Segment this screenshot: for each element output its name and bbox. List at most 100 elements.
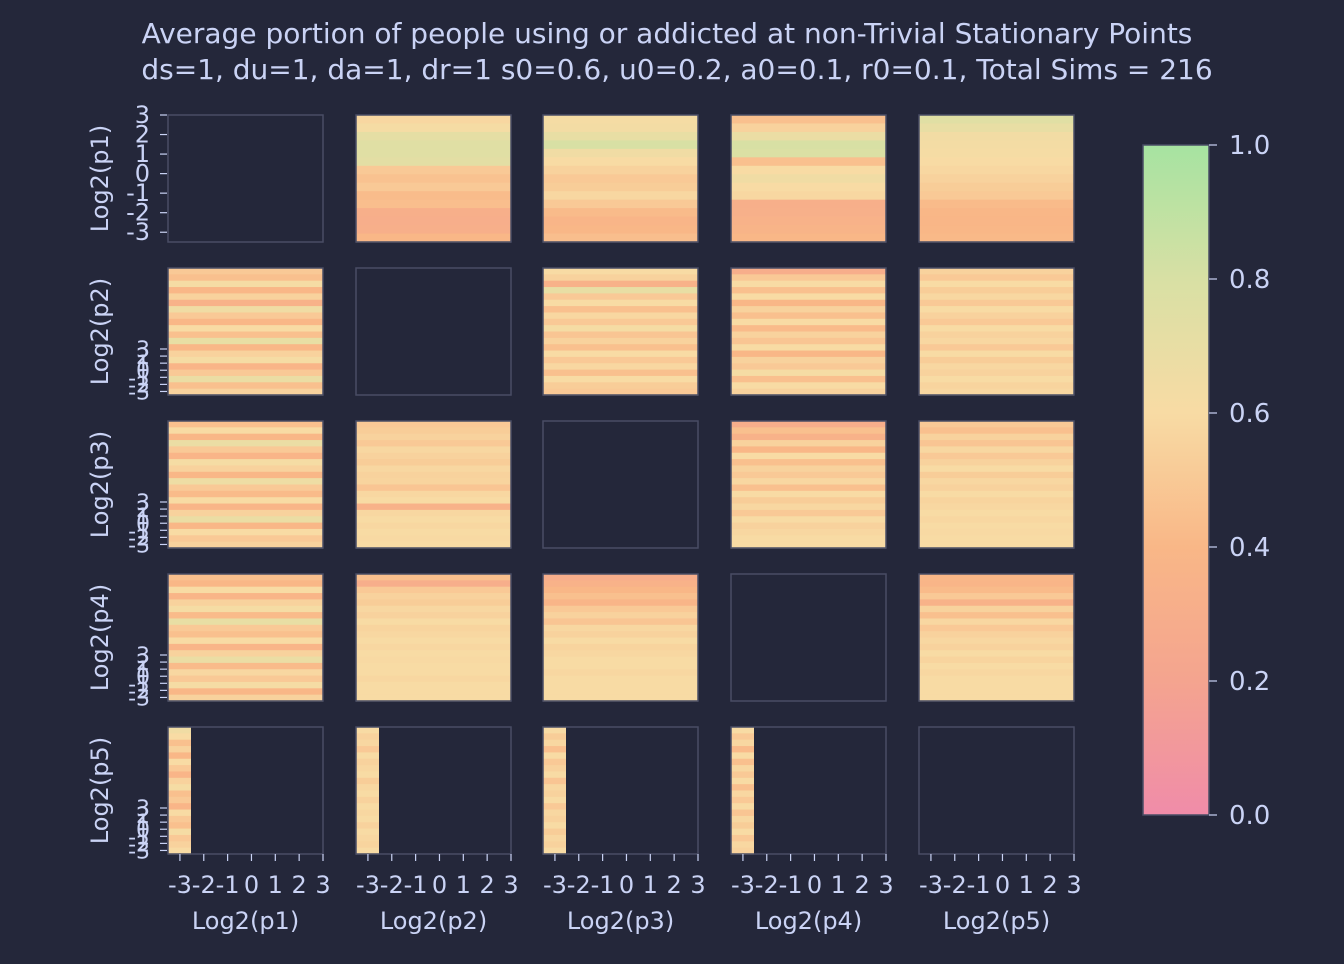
- heatmap-cell: [919, 656, 1074, 664]
- panel-border: [542, 726, 699, 855]
- row-label-1: Log2(p1): [86, 125, 114, 232]
- heatmap-cell: [168, 331, 323, 339]
- heatmap-cell: [731, 822, 754, 830]
- heatmap-cell: [543, 356, 698, 364]
- x-tick-label: -3: [168, 871, 192, 899]
- y-tick-label: 0: [136, 512, 150, 537]
- y-tick-label: 1: [135, 140, 150, 168]
- heatmap-cell: [168, 675, 323, 683]
- heatmap-cell: [168, 356, 323, 364]
- heatmap-cell: [919, 669, 1074, 677]
- heatmap-cell: [731, 115, 886, 125]
- heatmap-cell: [543, 299, 698, 307]
- heatmap-cell: [168, 318, 323, 326]
- panel-border: [730, 267, 887, 396]
- panel-border: [918, 114, 1075, 243]
- heatmap-cell: [543, 612, 698, 620]
- heatmap-cell: [356, 784, 379, 792]
- panel-r4-c5: [918, 573, 1075, 702]
- heatmap-cell: [919, 199, 1074, 209]
- heatmap-cell: [356, 605, 511, 613]
- heatmap-cell: [543, 631, 698, 639]
- heatmap-cell: [731, 363, 886, 371]
- heatmap-cell: [919, 208, 1074, 218]
- heatmap-cell: [731, 733, 754, 741]
- heatmap-cell: [356, 809, 379, 817]
- chart-subtitle: ds=1, du=1, da=1, dr=1 s0=0.6, u0=0.2, a…: [141, 53, 1212, 86]
- heatmap-cell: [731, 306, 886, 314]
- heatmap-cell: [919, 593, 1074, 600]
- heatmap-cell: [731, 293, 886, 301]
- heatmap-cell: [356, 484, 511, 492]
- panel-border: [918, 420, 1075, 549]
- heatmap-cell: [731, 841, 754, 849]
- colorbar-tick-label: 0.8: [1229, 265, 1270, 295]
- heatmap-cell: [356, 123, 511, 133]
- heatmap-cell: [731, 452, 886, 460]
- x-tick-label: 2: [1043, 871, 1058, 899]
- heatmap-cell: [168, 688, 323, 696]
- heatmap-cell: [356, 165, 511, 175]
- heatmap-cell: [543, 624, 698, 632]
- heatmap-cell: [168, 752, 191, 760]
- heatmap-cell: [356, 509, 511, 517]
- heatmap-cell: [168, 382, 323, 390]
- heatmap-cell: [919, 350, 1074, 358]
- heatmap-cell: [731, 471, 886, 479]
- heatmap-cell: [919, 612, 1074, 620]
- heatmap-cell: [919, 293, 1074, 301]
- heatmap-cell: [356, 847, 379, 855]
- heatmap-cell: [168, 694, 323, 702]
- heatmap-cell: [919, 191, 1074, 201]
- y-tick-label: -2: [128, 832, 150, 857]
- y-tick-label: 1: [136, 811, 150, 836]
- heatmap-cell: [919, 509, 1074, 517]
- panel-r1-c4: [730, 114, 887, 243]
- y-tick-label: -1: [128, 519, 150, 544]
- heatmap-cell: [356, 739, 379, 747]
- heatmap-cell: [356, 656, 511, 664]
- y-tick-label: -2: [128, 526, 150, 551]
- heatmap-cell: [731, 318, 886, 326]
- panel-r2-c2: [355, 267, 512, 396]
- heatmap-cell: [919, 631, 1074, 639]
- row-label-3: Log2(p3): [86, 431, 114, 538]
- heatmap-cell: [543, 752, 566, 760]
- heatmap-cell: [543, 586, 698, 594]
- heatmap-cell: [168, 268, 323, 275]
- heatmap-cell: [168, 459, 323, 467]
- heatmap-cell: [731, 331, 886, 339]
- panel-grid: Log2(p1) Log2(p2) Log2(p3) Log2(p4) Log2(p5)…: [86, 101, 1082, 935]
- heatmap-cell: [731, 344, 886, 352]
- heatmap-cell: [168, 471, 323, 479]
- heatmap-cell: [356, 675, 511, 683]
- heatmap-cell: [543, 287, 698, 294]
- panel-r3-c3: [542, 420, 699, 549]
- heatmap-cell: [356, 216, 511, 226]
- heatmap-cell: [168, 739, 191, 747]
- heatmap-cell: [168, 465, 323, 473]
- x-tick-label: -1: [967, 871, 991, 899]
- heatmap-cell: [919, 688, 1074, 696]
- y-tick-label: 0: [136, 359, 150, 384]
- heatmap-cell: [543, 733, 566, 741]
- heatmap-cell: [731, 440, 886, 447]
- heatmap-cell: [919, 363, 1074, 371]
- heatmap-cell: [919, 662, 1074, 670]
- heatmap-cell: [168, 669, 323, 677]
- panel-r1-c1: [167, 114, 324, 243]
- heatmap-cell: [168, 765, 191, 773]
- heatmap-cell: [168, 287, 323, 294]
- heatmap-cell: [543, 382, 698, 390]
- heatmap-cell: [168, 777, 191, 785]
- heatmap-cell: [543, 656, 698, 664]
- heatmap-cell: [168, 746, 191, 753]
- heatmap-cell: [543, 822, 566, 830]
- heatmap-cell: [168, 580, 323, 588]
- heatmap-cell: [919, 287, 1074, 294]
- panel-border: [167, 420, 324, 549]
- heatmap-cell: [731, 478, 886, 486]
- heatmap-cell: [168, 280, 323, 288]
- heatmap-cell: [356, 612, 511, 620]
- heatmap-cell: [919, 140, 1074, 150]
